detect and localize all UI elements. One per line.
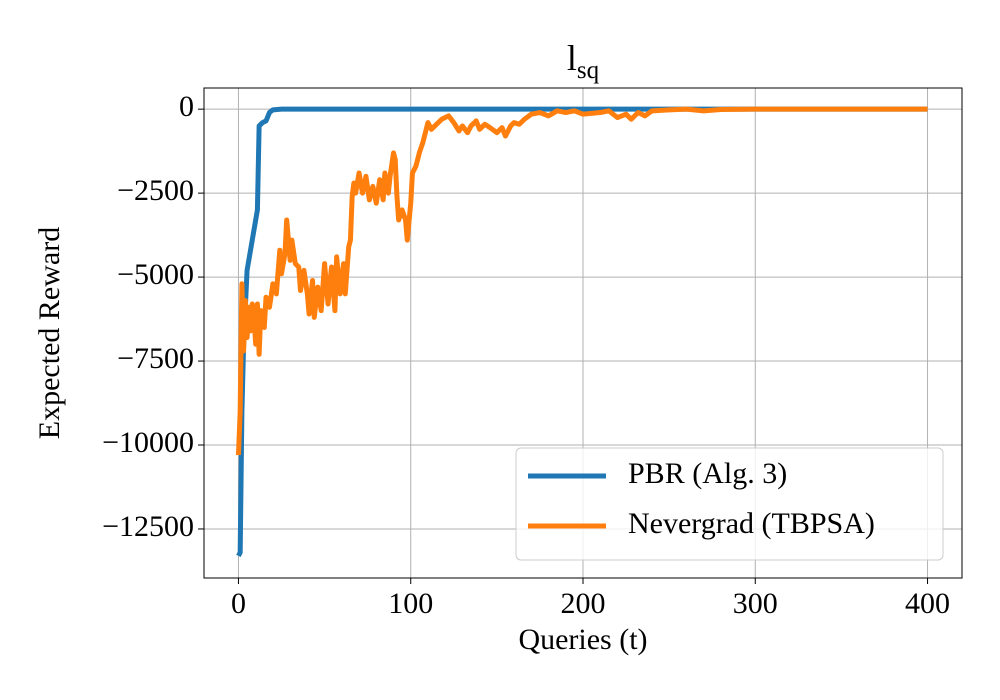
- legend-box: [515, 447, 944, 561]
- legend: PBR (Alg. 3) Nevergrad (TBPSA): [515, 447, 944, 561]
- plot-frame: [203, 87, 963, 579]
- x-axis-label: Queries (t): [518, 623, 647, 656]
- series-line: [235, 106, 928, 456]
- chart-title: lsq: [567, 38, 600, 83]
- title-subscript: sq: [577, 57, 600, 84]
- y-tick-label: −12500: [102, 510, 194, 543]
- x-tick-label: 200: [561, 587, 606, 620]
- legend-label: PBR (Alg. 3): [628, 457, 787, 490]
- x-tick-label: 400: [905, 587, 950, 620]
- y-tick-label: −2500: [117, 174, 194, 207]
- y-axis-label: Expected Reward: [33, 227, 66, 439]
- x-tick-label: 100: [388, 587, 433, 620]
- legend-label: Nevergrad (TBPSA): [628, 507, 875, 540]
- x-tick-label: 0: [231, 587, 246, 620]
- title-base: l: [567, 38, 577, 78]
- x-tick-label: 300: [733, 587, 778, 620]
- y-tick-label: −5000: [117, 258, 194, 291]
- y-tick-label: −7500: [117, 342, 194, 375]
- y-tick-label: 0: [179, 90, 194, 123]
- y-tick-label: −10000: [102, 426, 194, 459]
